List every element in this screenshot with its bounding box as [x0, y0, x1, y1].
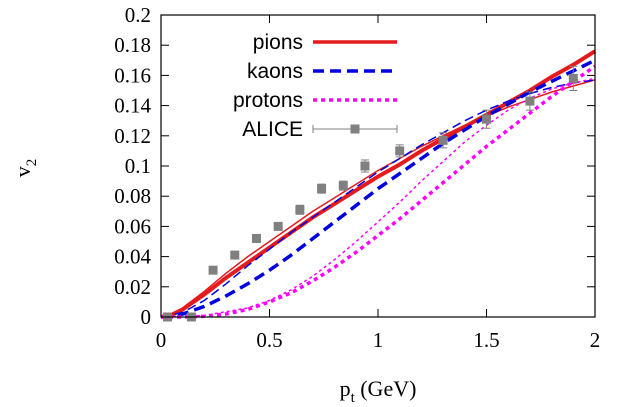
- model-line-1: [160, 79, 596, 318]
- y-axis: 0 0.02 0.04 0.06 0.08 0.1 0.12 0.14 0.16 0.18 0.2: [114, 3, 595, 329]
- x-axis: 0 0.5 1 1.5 2: [156, 15, 601, 352]
- x-tick-label: 0.5: [256, 328, 282, 352]
- legend-label: pions: [253, 31, 303, 54]
- alice-point: [273, 221, 283, 231]
- y-tick-label: 0.02: [114, 275, 151, 299]
- y-tick-label: 0.14: [114, 94, 151, 118]
- y-tick-label: 0.18: [114, 33, 151, 57]
- alice-point: [208, 265, 218, 275]
- model-line-3: [160, 79, 596, 318]
- protons-line-4: [161, 64, 596, 319]
- x-tick-label: 1: [373, 328, 384, 352]
- alice-point: [251, 233, 261, 243]
- legend-label: protons: [233, 89, 303, 112]
- alice-point: [295, 204, 305, 215]
- y-tick-label: 0.2: [125, 3, 151, 27]
- y-tick-label: 0: [141, 305, 152, 329]
- alice-point: [568, 65, 578, 91]
- alice-point: [338, 180, 348, 191]
- legend-entry-alice: ALICE: [242, 118, 398, 141]
- x-tick-label: 2: [590, 328, 601, 352]
- y-tick-label: 0.12: [114, 124, 151, 148]
- y-tick-label: 0.1: [125, 154, 151, 178]
- legend-entry-kaons: kaons: [247, 60, 397, 83]
- y-axis-label: v2: [10, 159, 40, 178]
- model-line-5: [160, 77, 596, 318]
- y-tick-label: 0.08: [114, 184, 151, 208]
- x-axis-label: pt (GeV): [340, 376, 417, 406]
- y-tick-label: 0.16: [114, 63, 151, 87]
- legend-label: kaons: [247, 60, 303, 83]
- x-tick-label: 1.5: [473, 328, 499, 352]
- y-tick-label: 0.04: [114, 245, 151, 269]
- alice-point: [525, 91, 535, 111]
- x-tick-label: 0: [156, 328, 167, 352]
- alice-point: [395, 144, 405, 158]
- y-tick-label: 0.06: [114, 214, 151, 238]
- alice-point: [438, 132, 448, 149]
- legend-entry-protons: protons: [233, 89, 397, 112]
- plot-lines: [160, 49, 597, 319]
- legend-entry-pions: pions: [253, 31, 397, 54]
- legend: pions kaons protons ALICE: [233, 31, 398, 141]
- alice-point: [317, 183, 327, 194]
- legend-label: ALICE: [242, 118, 303, 141]
- plot-frame: [160, 14, 596, 318]
- alice-point: [360, 159, 370, 173]
- alice-point: [482, 109, 491, 129]
- alice-point: [230, 250, 240, 260]
